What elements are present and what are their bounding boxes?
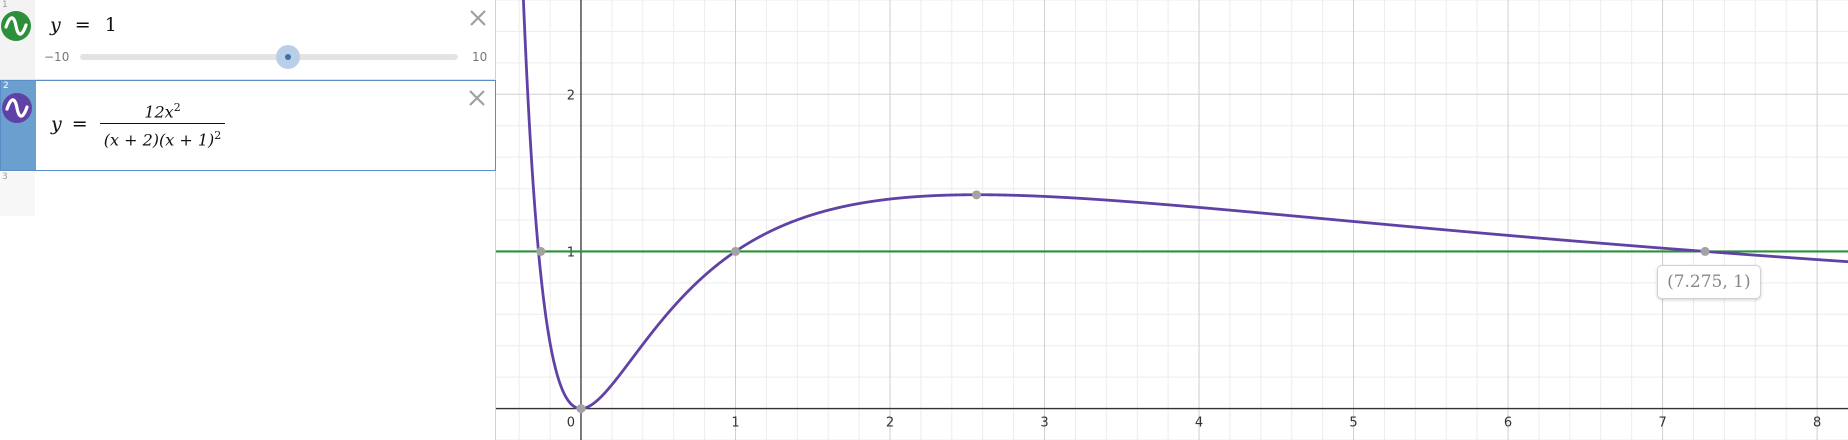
fraction: 12x2 (x + 2)(x + 1)2 (99, 97, 226, 153)
lhs: y (51, 112, 62, 135)
tick-labels: 0 1 2 3 4 5 6 7 8 1 2 (567, 88, 1822, 430)
y-tick-label: 2 (567, 88, 575, 103)
slider-track[interactable] (80, 54, 458, 60)
denominator: (x + 2)(x + 1)2 (103, 129, 222, 150)
poi-dot[interactable] (972, 190, 982, 200)
expression-index: 1 (2, 0, 8, 10)
expression-row-2[interactable]: 2 y = 12x2 (x + 2)(x + 1)2 (0, 80, 496, 171)
y-tick-label: 1 (567, 245, 575, 260)
equals-sign: = (71, 112, 88, 135)
expression-input[interactable]: y = 1 (50, 14, 117, 36)
x-tick-label: 8 (1813, 416, 1821, 431)
poi-dot[interactable] (536, 246, 546, 256)
axes (496, 0, 1848, 440)
delete-expression-button[interactable] (466, 6, 490, 30)
x-tick-label: 4 (1195, 416, 1203, 431)
expression-input[interactable]: y = 12x2 (x + 2)(x + 1)2 (51, 97, 226, 153)
x-tick-label: 5 (1349, 416, 1357, 431)
slider-min[interactable]: −10 (44, 50, 70, 64)
numerator: 12x2 (99, 97, 226, 125)
points-of-interest (536, 190, 1710, 414)
rhs: 1 (104, 14, 117, 36)
expression-index: 3 (2, 172, 8, 182)
slider-handle[interactable] (276, 45, 300, 69)
close-icon (470, 10, 486, 26)
x-tick-label: 1 (731, 416, 739, 431)
wave-icon[interactable] (1, 11, 31, 41)
lhs: y (50, 14, 61, 36)
close-icon (469, 90, 485, 106)
poi-dot[interactable] (730, 246, 740, 256)
curve-rational-function[interactable] (517, 0, 1848, 410)
expression-row-1[interactable]: 1 y = 1 −10 10 (0, 0, 496, 80)
equals-sign: = (74, 14, 91, 36)
poi-dot[interactable] (576, 404, 586, 414)
graph-canvas[interactable]: 0 1 2 3 4 5 6 7 8 1 2 (496, 0, 1848, 440)
expression-row-3[interactable]: 3 (0, 172, 496, 216)
delete-expression-button[interactable] (465, 86, 489, 110)
expression-gutter[interactable] (0, 172, 35, 216)
x-tick-label: 6 (1504, 416, 1512, 431)
expression-index: 2 (3, 81, 9, 91)
x-tick-label: 7 (1658, 416, 1666, 431)
wave-icon[interactable] (2, 93, 32, 123)
poi-dot[interactable] (1700, 246, 1710, 256)
x-tick-label: 0 (567, 416, 575, 431)
expression-list: 1 y = 1 −10 10 2 y = 12x2 (x + 2)(x + 1)… (0, 0, 496, 440)
slider-handle-dot (285, 54, 291, 60)
slider-max[interactable]: 10 (472, 50, 488, 64)
x-tick-label: 3 (1040, 416, 1048, 431)
coordinate-label: (7.275, 1) (1657, 265, 1761, 300)
minor-grid (496, 0, 1848, 440)
x-tick-label: 2 (886, 416, 894, 431)
